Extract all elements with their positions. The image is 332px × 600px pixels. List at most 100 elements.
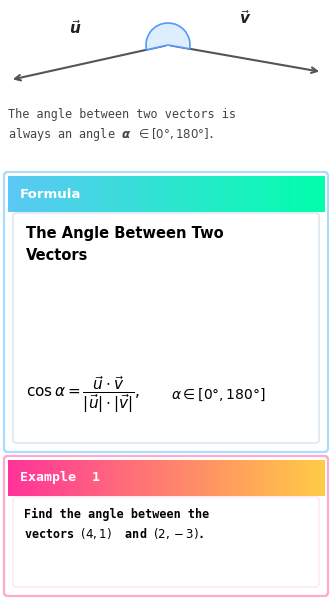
Bar [125,460,128,496]
Bar [172,176,176,212]
Bar [150,176,154,212]
Text: vectors $(4, 1)$  and $(2, -3)$.: vectors $(4, 1)$ and $(2, -3)$. [24,526,204,541]
Text: $\vec{\boldsymbol{u}}$: $\vec{\boldsymbol{u}}$ [69,19,81,37]
Bar [292,460,296,496]
Bar [65,176,68,212]
Bar [122,460,125,496]
Bar [185,176,189,212]
FancyBboxPatch shape [13,213,319,443]
Bar [93,460,97,496]
Bar [258,176,261,212]
Bar [141,460,144,496]
FancyBboxPatch shape [4,456,328,596]
Bar [188,460,192,496]
Bar [11,176,15,212]
Text: Example  1: Example 1 [20,472,100,485]
Bar [97,460,100,496]
Bar [109,460,113,496]
Bar [264,460,268,496]
Bar [122,176,125,212]
Bar [223,460,226,496]
Bar [188,176,192,212]
Bar [283,176,287,212]
Bar [30,460,34,496]
Bar [71,460,75,496]
Bar [128,460,132,496]
Bar [33,176,37,212]
Bar [302,460,305,496]
Bar [280,176,284,212]
Bar [131,460,135,496]
Bar [286,176,290,212]
Bar [106,176,110,212]
Bar [8,460,12,496]
Bar [311,176,315,212]
Bar [289,460,293,496]
Bar [305,176,309,212]
Bar [179,176,182,212]
Bar [81,460,84,496]
Bar [144,176,147,212]
Bar [166,176,170,212]
Bar [100,176,103,212]
Bar [11,460,15,496]
Bar [65,460,68,496]
Bar [191,460,195,496]
Bar [242,460,245,496]
Bar [220,460,223,496]
Bar [277,460,280,496]
Bar [160,176,163,212]
Bar [295,176,299,212]
Bar [40,460,43,496]
Bar [251,176,255,212]
Text: Find the angle between the: Find the angle between the [24,508,209,521]
Bar [242,176,245,212]
Bar [106,460,110,496]
Bar [239,460,242,496]
Bar [248,176,252,212]
Bar [134,176,138,212]
Bar [116,460,119,496]
Bar [264,176,268,212]
Bar [292,176,296,212]
Bar [74,176,78,212]
Bar [185,460,189,496]
Bar [18,176,21,212]
Bar [112,460,116,496]
Bar [27,176,31,212]
Bar [204,176,208,212]
Bar [52,176,56,212]
Bar [77,460,81,496]
Bar [204,460,208,496]
Bar [33,460,37,496]
Bar [58,176,62,212]
Bar [147,176,151,212]
Bar [239,176,242,212]
Bar [52,460,56,496]
Bar [134,460,138,496]
Bar [46,176,49,212]
Bar [248,460,252,496]
Bar [30,176,34,212]
Bar [195,176,198,212]
Bar [62,176,65,212]
Bar [286,460,290,496]
Bar [245,460,249,496]
Bar [37,176,40,212]
Bar [169,176,173,212]
Bar [131,176,135,212]
Bar [207,176,211,212]
Bar [55,176,59,212]
Text: The angle between two vectors is: The angle between two vectors is [8,108,236,121]
Bar [43,460,46,496]
Bar [160,460,163,496]
Bar [302,176,305,212]
Bar [280,460,284,496]
Bar [229,176,233,212]
Bar [191,176,195,212]
Bar [77,176,81,212]
Bar [100,460,103,496]
Text: always an angle $\boldsymbol{\alpha}$ $\in[0°, 180°]$.: always an angle $\boldsymbol{\alpha}$ $\… [8,126,214,143]
Bar [137,460,141,496]
Bar [156,176,160,212]
